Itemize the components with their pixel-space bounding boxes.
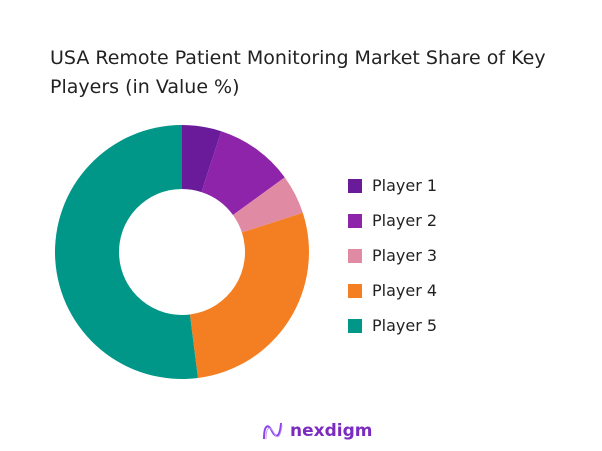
legend-item: Player 2 bbox=[348, 211, 437, 230]
legend-swatch bbox=[348, 283, 362, 298]
slice-player-3 bbox=[232, 177, 303, 233]
slice-player-5 bbox=[55, 125, 198, 379]
legend-swatch bbox=[348, 318, 362, 333]
legend-label: Player 3 bbox=[372, 246, 438, 265]
legend-item: Player 3 bbox=[348, 246, 437, 265]
slice-player-2 bbox=[201, 131, 285, 215]
legend-item: Player 5 bbox=[348, 316, 437, 335]
chart-title: USA Remote Patient Monitoring Market Sha… bbox=[50, 47, 546, 98]
legend-label: Player 1 bbox=[372, 176, 438, 195]
legend-item: Player 4 bbox=[348, 281, 437, 300]
legend-item: Player 1 bbox=[348, 176, 437, 195]
nexdigm-logo-icon bbox=[263, 422, 283, 440]
slice-player-1 bbox=[182, 125, 222, 193]
legend-label: Player 2 bbox=[372, 211, 438, 230]
nexdigm-logo: nexdigm bbox=[262, 421, 372, 441]
legend-swatch bbox=[348, 248, 362, 263]
slice-player-4 bbox=[189, 212, 309, 378]
legend-label: Player 4 bbox=[372, 281, 438, 300]
legend-swatch bbox=[348, 213, 362, 228]
legend-swatch bbox=[348, 178, 362, 193]
legend-label: Player 5 bbox=[372, 316, 438, 335]
logo-text: nexdigm bbox=[290, 421, 373, 441]
